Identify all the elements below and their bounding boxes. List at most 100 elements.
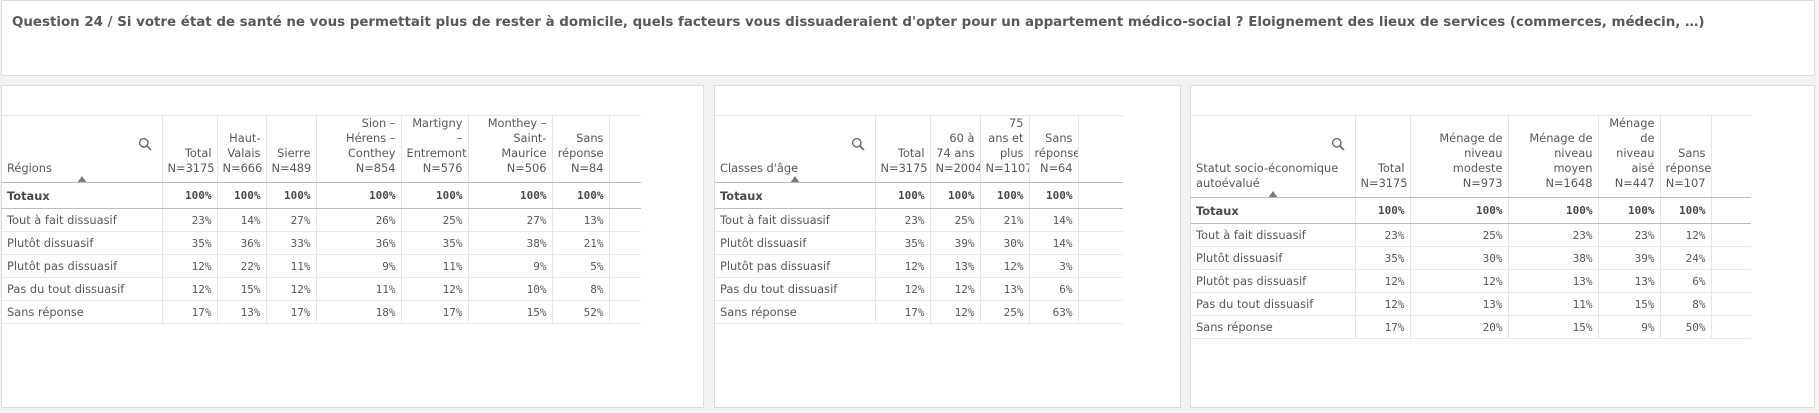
cell-value: 12% xyxy=(162,254,218,278)
cell-value: 5% xyxy=(552,254,610,278)
column-header-monthey-saint-maurice-n-506[interactable]: Monthey – Saint-Maurice N=506 xyxy=(468,115,553,183)
row-filler xyxy=(1078,208,1123,232)
row-label[interactable]: Tout à fait dissuasif xyxy=(2,208,163,232)
cell-value: 12% xyxy=(875,254,931,278)
cell-value: 9% xyxy=(468,254,553,278)
row-filler xyxy=(1711,223,1751,247)
dimension-header[interactable]: Régions xyxy=(2,115,163,183)
column-header-menage-de-niveau-modeste-n-973[interactable]: Ménage de niveau modeste N=973 xyxy=(1410,115,1509,198)
dimension-header[interactable]: Classes d'âge xyxy=(715,115,876,183)
cell-value: 100% xyxy=(468,182,553,209)
cell-value: 13% xyxy=(980,277,1030,301)
cell-value: 24% xyxy=(1660,246,1712,270)
dimension-header[interactable]: Statut socio-économique autoévalué xyxy=(1191,115,1356,198)
row-filler xyxy=(609,231,641,255)
search-icon[interactable] xyxy=(1331,137,1345,151)
row-filler xyxy=(1078,277,1123,301)
row-filler xyxy=(1078,231,1123,255)
column-header-menage-de-niveau-aise-n-447[interactable]: Ménage de niveau aisé N=447 xyxy=(1598,115,1661,198)
row-label[interactable]: Sans réponse xyxy=(1191,315,1356,339)
cell-value: 27% xyxy=(468,208,553,232)
cell-value: 100% xyxy=(552,182,610,209)
column-header-sierre-n-489[interactable]: Sierre N=489 xyxy=(266,115,317,183)
cell-value: 15% xyxy=(1598,292,1661,316)
search-icon[interactable] xyxy=(138,137,152,151)
column-header-sans-reponse-n-64[interactable]: Sans réponse N=64 xyxy=(1029,115,1079,183)
cell-value: 100% xyxy=(266,182,317,209)
row-label[interactable]: Pas du tout dissuasif xyxy=(715,277,876,301)
cell-value: 14% xyxy=(217,208,267,232)
cell-value: 8% xyxy=(552,277,610,301)
row-label[interactable]: Plutôt dissuasif xyxy=(2,231,163,255)
cell-value: 9% xyxy=(1598,315,1661,339)
row-label[interactable]: Pas du tout dissuasif xyxy=(1191,292,1356,316)
row-label[interactable]: Tout à fait dissuasif xyxy=(715,208,876,232)
cell-value: 35% xyxy=(875,231,931,255)
row-label[interactable]: Plutôt pas dissuasif xyxy=(715,254,876,278)
row-label[interactable]: Plutôt pas dissuasif xyxy=(1191,269,1356,293)
row-label[interactable]: Sans réponse xyxy=(715,300,876,324)
table-row: Plutôt pas dissuasif 12% 12% 13% 13% 6% xyxy=(1191,269,1795,293)
row-label[interactable]: Plutôt dissuasif xyxy=(1191,246,1356,270)
cell-value: 11% xyxy=(316,277,402,301)
sort-ascending-icon[interactable] xyxy=(1267,191,1278,197)
cell-value: 100% xyxy=(1660,197,1712,224)
cell-value: 25% xyxy=(1410,223,1509,247)
row-filler xyxy=(1711,292,1751,316)
cell-value: 52% xyxy=(552,300,610,324)
column-header-sans-reponse-n-107[interactable]: Sans réponse N=107 xyxy=(1660,115,1712,198)
row-filler xyxy=(1078,300,1123,324)
cell-value: 100% xyxy=(401,182,469,209)
search-icon[interactable] xyxy=(851,137,865,151)
cell-value: 35% xyxy=(401,231,469,255)
header-filler xyxy=(1711,115,1751,198)
cell-value: 100% xyxy=(1410,197,1509,224)
row-label[interactable]: Tout à fait dissuasif xyxy=(1191,223,1356,247)
column-header-total-n-3175[interactable]: Total N=3175 xyxy=(162,115,218,183)
cell-value: 17% xyxy=(875,300,931,324)
totals-label[interactable]: Totaux xyxy=(715,182,876,209)
sort-ascending-icon[interactable] xyxy=(76,176,87,182)
column-header-75-ans-et-plus-n-1107[interactable]: 75 ans et plus N=1107 xyxy=(980,115,1030,183)
cell-value: 18% xyxy=(316,300,402,324)
column-header-martigny-entremont-n-576[interactable]: Martigny – Entremont N=576 xyxy=(401,115,469,183)
row-label[interactable]: Sans réponse xyxy=(2,300,163,324)
table-row: Sans réponse 17% 13% 17% 18% 17% 15% 52% xyxy=(2,300,641,324)
row-label[interactable]: Pas du tout dissuasif xyxy=(2,277,163,301)
cell-value: 12% xyxy=(1660,223,1712,247)
row-label[interactable]: Plutôt pas dissuasif xyxy=(2,254,163,278)
cell-value: 23% xyxy=(162,208,218,232)
cell-value: 30% xyxy=(1410,246,1509,270)
sort-ascending-icon[interactable] xyxy=(789,176,800,182)
totals-row: Totaux 100% 100% 100% 100% xyxy=(715,182,1168,209)
row-filler xyxy=(1078,182,1123,209)
column-header-menage-de-niveau-moyen-n-1648[interactable]: Ménage de niveau moyen N=1648 xyxy=(1508,115,1599,198)
column-header-haut-valais-n-666[interactable]: Haut-Valais N=666 xyxy=(217,115,267,183)
column-header-60-a-74-ans-n-2004[interactable]: 60 à 74 ans N=2004 xyxy=(930,115,981,183)
row-label[interactable]: Plutôt dissuasif xyxy=(715,231,876,255)
cell-value: 100% xyxy=(316,182,402,209)
cell-value: 27% xyxy=(266,208,317,232)
column-header-sion-herens-conthey-n-854[interactable]: Sion – Hérens – Conthey N=854 xyxy=(316,115,402,183)
column-header-total-n-3175[interactable]: Total N=3175 xyxy=(1355,115,1411,198)
table-row: Plutôt dissuasif 35% 30% 38% 39% 24% xyxy=(1191,246,1795,270)
totals-label[interactable]: Totaux xyxy=(1191,197,1356,224)
totals-label[interactable]: Totaux xyxy=(2,182,163,209)
row-filler xyxy=(1711,197,1751,224)
cell-value: 38% xyxy=(468,231,553,255)
column-header-sans-reponse-n-84[interactable]: Sans réponse N=84 xyxy=(552,115,610,183)
cell-value: 25% xyxy=(401,208,469,232)
pivot-table: Classes d'âge Total N=3175 60 à 74 ans N=2… xyxy=(715,115,1168,324)
cell-value: 12% xyxy=(162,277,218,301)
cell-value: 100% xyxy=(1029,182,1079,209)
row-filler xyxy=(609,277,641,301)
table-row: Tout à fait dissuasif 23% 25% 23% 23% 12% xyxy=(1191,223,1795,247)
cell-value: 22% xyxy=(217,254,267,278)
header-filler xyxy=(1078,115,1123,183)
cell-value: 12% xyxy=(875,277,931,301)
cell-value: 12% xyxy=(401,277,469,301)
pivot-table: Statut socio-économique autoévalué Total … xyxy=(1191,115,1795,339)
column-header-total-n-3175[interactable]: Total N=3175 xyxy=(875,115,931,183)
cell-value: 15% xyxy=(468,300,553,324)
pivot-table: Régions Total N=3175 Haut-Valais N=666 Sier… xyxy=(2,115,641,324)
